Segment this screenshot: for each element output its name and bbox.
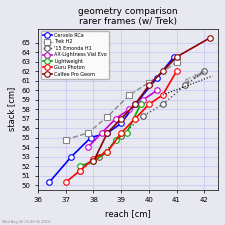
Title: geometry comparison
rarer frames (w/ Trek): geometry comparison rarer frames (w/ Tre… xyxy=(78,7,178,26)
Text: Wed Aug 20 20:49:35 2014: Wed Aug 20 20:49:35 2014 xyxy=(2,220,50,224)
Y-axis label: stack [cm]: stack [cm] xyxy=(7,87,16,131)
X-axis label: reach [cm]: reach [cm] xyxy=(105,209,151,218)
Legend: Cervelo RCa, Trek H2, '15 Emonda H1, AX-Lightness Vial Evo, Lightweight, Guru Ph: Cervelo RCa, Trek H2, '15 Emonda H1, AX-… xyxy=(40,31,109,79)
Text: 0° stem: 0° stem xyxy=(185,69,207,84)
